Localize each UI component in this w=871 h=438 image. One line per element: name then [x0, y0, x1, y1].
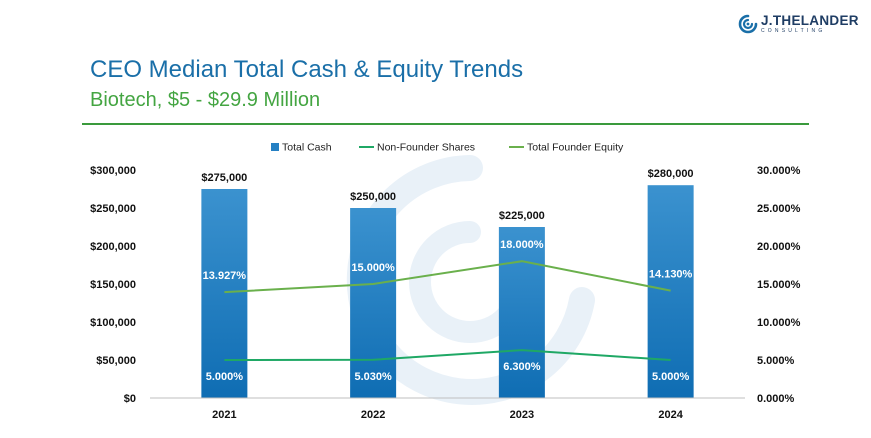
data-label-total-cash-2023: $225,000 [499, 210, 545, 222]
right-axis-tick-label: 10.000% [757, 317, 801, 329]
page-title: CEO Median Total Cash & Equity Trends [90, 56, 524, 83]
x-axis: 2021 2022 2023 2024 [212, 409, 684, 421]
bar-total-cash-2022 [350, 208, 397, 398]
x-axis-tick-label: 2023 [510, 409, 534, 421]
x-axis-tick-label: 2022 [361, 409, 385, 421]
data-label-total-founder-equity-2023: 18.000% [500, 239, 544, 251]
bar-total-cash-2024 [647, 185, 694, 398]
data-labels: $275,000 $250,000 $225,000 $280,000 5.000% 5.… [201, 168, 693, 383]
data-label-total-cash-2022: $250,000 [350, 191, 396, 203]
x-axis-tick-label: 2021 [212, 409, 236, 421]
right-axis-tick-label: 20.000% [757, 241, 801, 253]
bar-total-cash-2021 [201, 189, 248, 398]
brand-tagline: CONSULTING [761, 27, 826, 34]
data-label-non-founder-shares-2021: 5.000% [206, 371, 244, 383]
brand-name: J.THELANDER [761, 13, 859, 29]
left-axis-tick-label: $0 [124, 393, 136, 405]
data-label-total-founder-equity-2024: 14.130% [649, 269, 693, 281]
legend-label-non-founder-shares: Non-Founder Shares [377, 142, 475, 154]
chart-legend: Total Cash Non-Founder Shares Total Founde… [271, 142, 624, 154]
brand-logo: J.THELANDER CONSULTING [738, 14, 859, 34]
data-label-non-founder-shares-2022: 5.030% [354, 371, 392, 383]
right-axis-tick-label: 25.000% [757, 203, 801, 215]
left-axis-tick-label: $100,000 [90, 317, 136, 329]
data-label-non-founder-shares-2023: 6.300% [503, 361, 541, 373]
spiral-logo-icon [738, 14, 758, 34]
right-axis-tick-label: 0.000% [757, 393, 795, 405]
x-axis-tick-label: 2024 [658, 409, 683, 421]
title-divider [82, 123, 809, 125]
data-label-total-founder-equity-2021: 13.927% [203, 270, 247, 282]
right-axis: 0.000% 5.000% 10.000% 15.000% 20.000% 25.000%… [757, 165, 801, 405]
legend-swatch-total-cash [271, 143, 279, 151]
data-label-non-founder-shares-2024: 5.000% [652, 371, 690, 383]
data-label-total-cash-2024: $280,000 [648, 168, 694, 180]
left-axis: $0 $50,000 $100,000 $150,000 $200,000 $250,00… [90, 165, 136, 405]
data-label-total-founder-equity-2022: 15.000% [351, 262, 395, 274]
data-label-total-cash-2021: $275,000 [201, 172, 247, 184]
line-series [224, 260, 671, 361]
right-axis-tick-label: 5.000% [757, 355, 795, 367]
right-axis-tick-label: 30.000% [757, 165, 801, 177]
line-non-founder-shares [224, 349, 671, 361]
left-axis-tick-label: $300,000 [90, 165, 136, 177]
right-axis-tick-label: 15.000% [757, 279, 801, 291]
left-axis-tick-label: $250,000 [90, 203, 136, 215]
line-total-founder-equity [224, 260, 671, 294]
legend-label-total-founder-equity: Total Founder Equity [527, 142, 624, 154]
left-axis-tick-label: $150,000 [90, 279, 136, 291]
bar-series [201, 185, 694, 398]
left-axis-tick-label: $50,000 [96, 355, 136, 367]
legend-label-total-cash: Total Cash [282, 142, 332, 154]
bar-total-cash-2023 [498, 227, 545, 398]
left-axis-tick-label: $200,000 [90, 241, 136, 253]
page-subtitle: Biotech, $5 - $29.9 Million [90, 89, 321, 111]
